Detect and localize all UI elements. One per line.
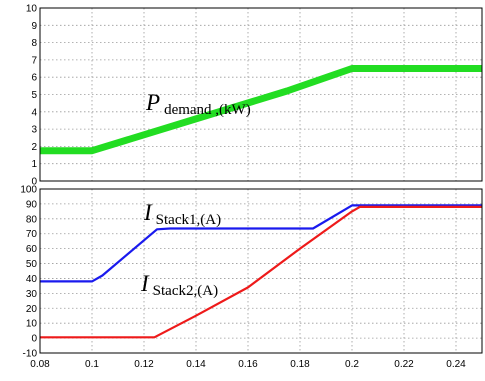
y-tick-label: 10 [26,319,38,330]
y-tick-label: 90 [26,199,38,210]
x-tick-label: 0.14 [186,359,206,370]
y-tick-label: 20 [26,304,38,315]
y-tick-label: 6 [31,73,37,84]
y-tick-label: 10 [26,4,38,15]
y-tick-label: 30 [26,289,38,300]
y-tick-label: 9 [31,21,37,32]
x-tick-label: 0.16 [238,359,258,370]
x-tick-label: 0.1 [85,359,99,370]
bottom-panel-stack-currents: -10 0 10 20 30 40 50 60 70 80 90 100 0.08 0.1 0.12 0.14… [20,185,483,370]
y-tick-label: 1 [31,159,37,170]
x-tick-label: 0.12 [134,359,154,370]
y-tick-label: -10 [23,349,38,360]
y-tick-label: 2 [31,142,37,153]
y-tick-label: 0 [31,334,37,345]
y-tick-label: 3 [31,125,37,136]
bottom-plot-frame [39,188,483,354]
top-series-line-1 [40,65,482,155]
y-tick-label: 70 [26,229,38,240]
top-plot-frame [39,7,483,182]
y-tick-label: 0 [31,177,37,188]
x-tick-label: 0.22 [394,359,414,370]
x-tick-label: 0.08 [30,359,50,370]
y-tick-label: 50 [26,259,38,270]
x-tick-label: 0.2 [345,359,359,370]
top-panel-power-demand: 0 1 2 3 4 5 6 7 8 9 10 P demand ,(kW) [26,4,483,188]
x-tick-label: 0.24 [446,359,466,370]
annotation-i-stack2: I Stack2,(A) [140,271,218,299]
y-tick-label: 80 [26,214,38,225]
y-tick-label: 60 [26,244,38,255]
y-tick-label: 8 [31,38,37,49]
y-tick-label: 5 [31,90,37,101]
bottom-series-line-1 [40,204,482,283]
x-tick-label: 0.18 [290,359,310,370]
bottom-series-line-2 [40,205,482,339]
y-tick-label: 100 [20,185,37,196]
y-tick-label: 40 [26,274,38,285]
annotation-i-stack1: I Stack1,(A) [143,200,221,228]
y-tick-label: 7 [31,55,37,66]
y-tick-label: 4 [31,107,37,118]
